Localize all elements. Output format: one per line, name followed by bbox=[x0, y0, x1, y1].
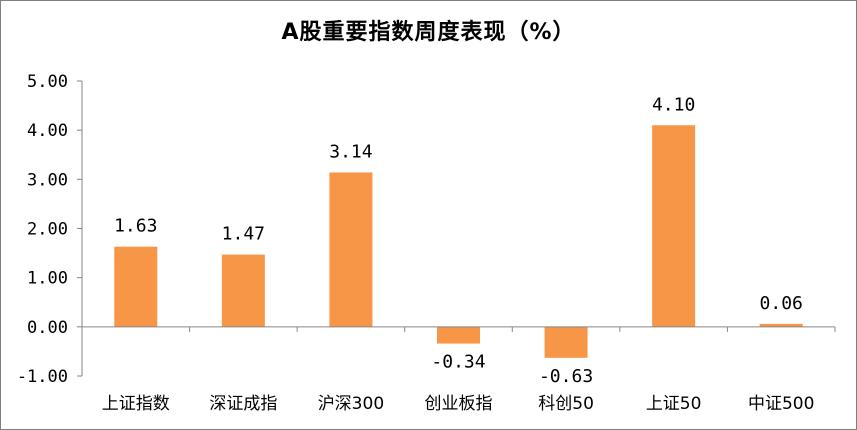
data-label: 3.14 bbox=[329, 141, 372, 162]
y-tick-label: 2.00 bbox=[27, 220, 68, 240]
data-label: -0.34 bbox=[431, 352, 485, 373]
x-category-label: 上证50 bbox=[646, 394, 702, 414]
y-tick-label: 3.00 bbox=[27, 170, 68, 190]
y-tick-label: 5.00 bbox=[27, 72, 68, 92]
data-labels: 1.63 1.47 3.14 -0.34 -0.63 4.10 0.06 bbox=[114, 94, 803, 387]
bar bbox=[544, 326, 588, 358]
bar bbox=[759, 323, 803, 327]
data-label: 4.10 bbox=[652, 94, 695, 115]
bars bbox=[114, 125, 803, 358]
bar bbox=[114, 246, 158, 327]
x-axis: 上证指数 深证成指 沪深300 创业板指 科创50 上证50 中证500 bbox=[81, 326, 836, 414]
data-label: 1.47 bbox=[222, 224, 265, 245]
x-category-label: 中证500 bbox=[748, 394, 814, 414]
x-category-label: 上证指数 bbox=[102, 394, 170, 414]
y-tick-label: 0.00 bbox=[27, 318, 68, 338]
bar bbox=[221, 254, 265, 327]
bar bbox=[437, 326, 480, 344]
data-label: -0.63 bbox=[539, 366, 593, 387]
bar bbox=[329, 172, 373, 327]
chart-title: A股重要指数周度表现（%） bbox=[281, 20, 576, 45]
y-tick-label: -1.00 bbox=[17, 367, 68, 387]
data-label: 0.06 bbox=[760, 293, 803, 314]
y-axis: 5.00 4.00 3.00 2.00 1.00 0.00 -1.00 bbox=[17, 72, 83, 387]
x-category-label: 沪深300 bbox=[318, 394, 384, 414]
x-category-label: 科创50 bbox=[538, 394, 594, 414]
data-label: 1.63 bbox=[114, 216, 157, 237]
y-tick-label: 1.00 bbox=[27, 269, 68, 289]
x-category-label: 深证成指 bbox=[209, 394, 277, 414]
y-tick-label: 4.00 bbox=[27, 121, 68, 141]
x-category-label: 创业板指 bbox=[425, 394, 493, 414]
bar bbox=[652, 125, 696, 327]
